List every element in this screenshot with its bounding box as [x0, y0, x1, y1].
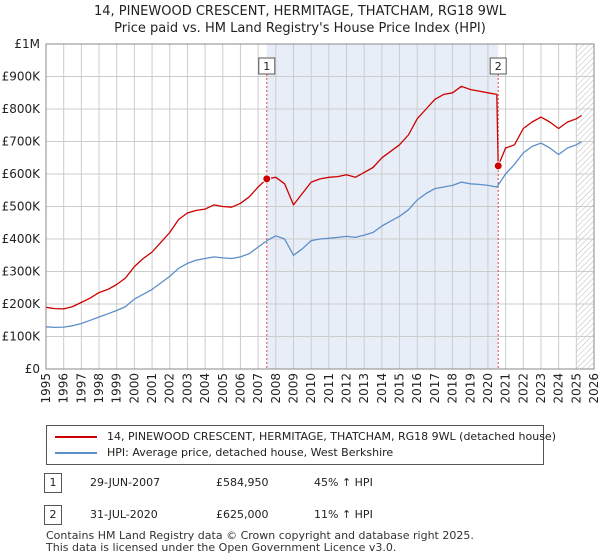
sale-point: [493, 161, 503, 171]
legend-swatch-hpi: [55, 452, 97, 454]
x-tick-label: 2008: [269, 373, 283, 404]
x-tick-label: 2025: [569, 373, 583, 404]
x-tick-label: 2013: [357, 373, 371, 404]
sale-marker-box: [489, 57, 507, 75]
y-tick-label: £800K: [2, 102, 42, 116]
x-tick-label: 2000: [127, 373, 141, 404]
x-tick-label: 2003: [180, 373, 194, 404]
x-tick-label: 2001: [145, 373, 159, 404]
y-tick-label: £400K: [2, 232, 42, 246]
sale-date-1: 29-JUN-2007: [90, 476, 161, 489]
x-tick-label: 1997: [74, 373, 88, 404]
x-tick-label: 2016: [410, 373, 424, 404]
x-tick-label: 1998: [92, 373, 106, 404]
sale-hpi-2: 11% ↑ HPI: [314, 508, 373, 521]
sale-hpi-1: 45% ↑ HPI: [314, 476, 373, 489]
x-tick-label: 1999: [110, 373, 124, 404]
property-series-line: [45, 85, 582, 310]
x-tick-label: 2006: [233, 373, 247, 404]
x-tick-label: 2021: [499, 373, 513, 404]
x-tick-label: 2011: [322, 373, 336, 404]
x-tick-label: 2022: [516, 373, 530, 404]
sale-marker-label: 1: [263, 60, 270, 73]
x-tick-label: 2005: [216, 373, 230, 404]
x-tick-label: 2026: [587, 373, 600, 404]
x-tick-label: 2009: [286, 373, 300, 404]
y-tick-label: £100K: [2, 330, 42, 344]
y-tick-label: £1M: [14, 37, 40, 51]
price-chart: £0 £100K £200K £300K £400K £500K £600K £700K £80…: [2, 37, 600, 404]
y-tick-label: £300K: [2, 265, 42, 279]
plot-frame: [45, 43, 595, 370]
x-tick-label: 2017: [428, 373, 442, 404]
x-tick-label: 2004: [198, 373, 212, 404]
legend-label-hpi: HPI: Average price, detached house, West…: [107, 446, 394, 459]
sale-price-1: £584,950: [216, 476, 269, 489]
x-tick-label: 2002: [163, 373, 177, 404]
y-tick-label: £900K: [2, 70, 42, 84]
x-tick-label: 2024: [552, 373, 566, 404]
legend-swatch-property: [55, 436, 97, 438]
x-tick-label: 2019: [463, 373, 477, 404]
footer-line-1: Contains HM Land Registry data © Crown c…: [46, 529, 474, 542]
x-tick-label: 2020: [481, 373, 495, 404]
x-tick-label: 1996: [57, 373, 71, 404]
x-tick-label: 1995: [39, 373, 53, 404]
legend: 14, PINEWOOD CRESCENT, HERMITAGE, THATCH…: [46, 425, 556, 465]
x-tick-label: 2015: [393, 373, 407, 404]
sale-number-2: 2: [44, 505, 62, 525]
title-line-2: Price paid vs. HM Land Registry's House …: [114, 21, 486, 36]
y-tick-label: £500K: [2, 200, 42, 214]
x-tick-label: 2023: [534, 373, 548, 404]
title-line-1: 14, PINEWOOD CRESCENT, HERMITAGE, THATCH…: [93, 4, 507, 19]
footer: Contains HM Land Registry data © Crown c…: [46, 530, 474, 554]
footer-line-2: This data is licensed under the Open Gov…: [46, 541, 397, 554]
sale-point: [262, 174, 272, 184]
sale-price-2: £625,000: [216, 508, 269, 521]
y-tick-label: £200K: [2, 297, 42, 311]
chart-title: 14, PINEWOOD CRESCENT, HERMITAGE, THATCH…: [0, 3, 600, 37]
sale-number-1: 1: [44, 473, 62, 493]
hpi-series-line: [45, 140, 582, 329]
y-tick-label: £600K: [2, 167, 42, 181]
x-tick-label: 2018: [446, 373, 460, 404]
sale-marker-label: 2: [495, 60, 502, 73]
sale-marker-box: [258, 57, 276, 75]
sale-date-2: 31-JUL-2020: [90, 508, 158, 521]
y-tick-label: £700K: [2, 135, 42, 149]
x-tick-label: 2012: [340, 373, 354, 404]
x-tick-label: 2007: [251, 373, 265, 404]
y-tick-label: £0: [25, 362, 40, 376]
legend-label-property: 14, PINEWOOD CRESCENT, HERMITAGE, THATCH…: [107, 430, 556, 443]
x-tick-label: 2010: [304, 373, 318, 404]
x-tick-label: 2014: [375, 373, 389, 404]
